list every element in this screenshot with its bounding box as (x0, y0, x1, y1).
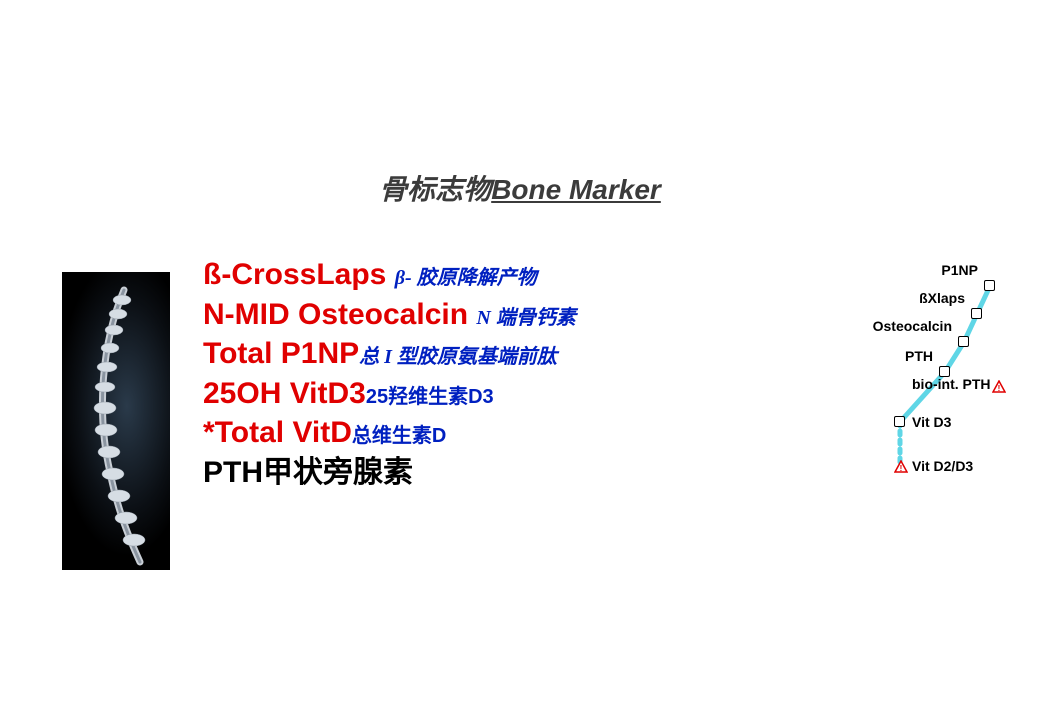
marker-row: Total P1NP总 I 型胶原氨基端前肽 (203, 335, 823, 373)
marker-sub: 总 I 型胶原氨基端前肽 (359, 346, 557, 368)
marker-sub: N 端骨钙素 (476, 307, 575, 329)
diagram-label: bio-int. PTH (912, 376, 991, 392)
diagram-label: Vit D2/D3 (912, 458, 973, 474)
marker-main: ß-CrossLaps (203, 258, 395, 291)
diagram-label: Vit D3 (912, 414, 951, 430)
diagram-box-icon (894, 416, 905, 427)
diagram-box-icon (984, 280, 995, 291)
svg-text:!: ! (900, 464, 903, 473)
diagram-triangle-icon: ! (992, 380, 1006, 394)
timeline-diagram: P1NP ßXlaps Osteocalcin PTH bio-int. PTH! Vit… (814, 262, 1022, 544)
marker-row: PTH甲状旁腺素 (203, 454, 823, 492)
marker-sub: 总维生素D (352, 425, 446, 447)
marker-row: 25OH VitD325羟维生素D3 (203, 375, 823, 413)
diagram-box-icon (971, 308, 982, 319)
diagram-label: P1NP (941, 262, 978, 278)
diagram-box-icon (958, 336, 969, 347)
spine-image (62, 272, 170, 570)
diagram-label: PTH (905, 348, 933, 364)
slide: 骨标志物Bone Marker ß-CrossLaps β- 胶原降解产物N-M… (0, 0, 1040, 720)
diagram-triangle-icon: ! (894, 460, 908, 474)
title-cn: 骨标志物 (379, 174, 491, 205)
slide-title: 骨标志物Bone Marker (0, 168, 1040, 208)
marker-main: PTH甲状旁腺素 (203, 456, 413, 489)
marker-main: Total P1NP (203, 337, 359, 370)
title-en: Bone Marker (491, 174, 661, 205)
svg-text:!: ! (998, 384, 1001, 393)
marker-row: N-MID Osteocalcin N 端骨钙素 (203, 296, 823, 334)
marker-sub: β- 胶原降解产物 (395, 267, 537, 289)
marker-main: 25OH VitD3 (203, 377, 366, 410)
marker-list: ß-CrossLaps β- 胶原降解产物N-MID Osteocalcin N… (203, 256, 823, 493)
marker-main: *Total VitD (203, 416, 352, 449)
marker-row: ß-CrossLaps β- 胶原降解产物 (203, 256, 823, 294)
marker-sub: 25羟维生素D3 (366, 386, 494, 408)
marker-row: *Total VitD总维生素D (203, 414, 823, 452)
marker-main: N-MID Osteocalcin (203, 298, 476, 331)
diagram-label: ßXlaps (919, 290, 965, 306)
diagram-label: Osteocalcin (873, 318, 952, 334)
